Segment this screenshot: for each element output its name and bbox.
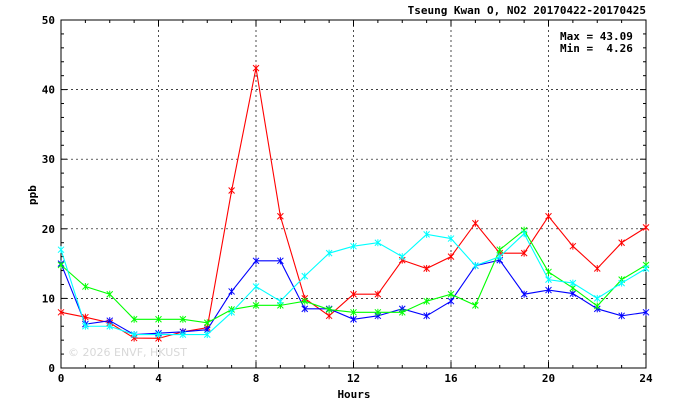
data-point (423, 297, 430, 305)
data-point (569, 279, 577, 287)
data-point (301, 272, 309, 280)
data-point (545, 268, 552, 276)
data-point (252, 257, 260, 265)
data-point (252, 64, 260, 72)
data-point (57, 308, 65, 316)
data-point (130, 331, 138, 339)
data-point (325, 249, 333, 257)
max-stat: Max = 43.09 (560, 30, 633, 43)
data-point (423, 230, 430, 238)
data-point (520, 249, 528, 257)
data-point (228, 187, 235, 195)
data-point (545, 212, 552, 220)
data-point (642, 264, 650, 272)
y-tick-label: 20 (42, 223, 55, 236)
data-point (203, 319, 211, 327)
data-point (57, 261, 65, 269)
data-point (350, 315, 357, 323)
data-point (350, 242, 357, 250)
series-layer (57, 64, 650, 342)
series-4 (57, 230, 650, 339)
x-tick-label: 12 (347, 372, 360, 385)
data-point (398, 308, 406, 316)
data-point (374, 308, 382, 316)
data-point (155, 315, 162, 323)
data-point (301, 305, 309, 313)
data-point (593, 294, 601, 302)
data-point (593, 264, 601, 272)
data-point (496, 246, 504, 254)
data-point (423, 264, 430, 272)
data-point (82, 322, 89, 330)
data-point (472, 301, 479, 309)
data-point (642, 308, 650, 316)
x-tick-label: 16 (444, 372, 458, 385)
x-tick-label: 20 (542, 372, 555, 385)
data-point (277, 297, 284, 305)
data-point (520, 230, 528, 238)
data-point (106, 290, 114, 298)
chart-title: Tseung Kwan O, NO2 20170422-20170425 (408, 4, 646, 17)
data-point (398, 253, 406, 261)
data-point (350, 308, 357, 316)
x-tick-label: 4 (155, 372, 162, 385)
data-point (618, 279, 625, 287)
data-point (106, 322, 114, 330)
data-point (447, 290, 455, 298)
x-tick-label: 8 (253, 372, 260, 385)
y-tick-labels: 0 10 20 30 40 50 (42, 14, 55, 375)
data-point (569, 242, 577, 250)
data-point (374, 239, 382, 247)
data-point (423, 312, 430, 320)
y-tick-label: 30 (42, 153, 55, 166)
y-tick-label: 0 (48, 362, 55, 375)
data-point (82, 283, 89, 291)
data-point (545, 276, 552, 284)
data-point (350, 290, 357, 298)
x-axis-title: Hours (337, 388, 370, 401)
data-point (228, 308, 235, 316)
data-point (228, 287, 235, 295)
data-point (472, 219, 479, 227)
data-point (277, 257, 284, 265)
data-point (277, 212, 284, 220)
data-point (301, 297, 309, 305)
data-point (252, 283, 260, 291)
data-point (179, 331, 187, 339)
data-point (618, 312, 625, 320)
data-point (472, 262, 479, 270)
data-point (252, 301, 260, 309)
data-point (447, 253, 455, 261)
y-tick-label: 40 (42, 84, 55, 97)
data-point (642, 223, 650, 231)
data-point (155, 331, 162, 339)
data-point (618, 239, 625, 247)
data-point (496, 253, 504, 261)
data-point (325, 306, 333, 314)
x-tick-label: 0 (58, 372, 65, 385)
x-tick-labels: 0 4 8 12 16 20 24 (58, 372, 653, 385)
y-tick-label: 10 (42, 292, 55, 305)
data-point (179, 315, 187, 323)
data-point (325, 312, 333, 320)
min-stat: Min = 4.26 (560, 42, 633, 55)
data-point (520, 290, 528, 298)
data-point (545, 286, 552, 294)
data-point (447, 297, 455, 305)
data-point (130, 315, 138, 323)
data-point (374, 290, 382, 298)
y-axis-title: ppb (26, 185, 39, 205)
watermark: © 2026 ENVF, HKUST (68, 346, 187, 359)
series-line (60, 67, 647, 339)
data-point (447, 235, 455, 243)
data-point (203, 331, 211, 339)
y-tick-label: 50 (42, 14, 55, 27)
x-tick-label: 24 (639, 372, 653, 385)
data-point (593, 302, 601, 310)
data-point (57, 246, 65, 254)
